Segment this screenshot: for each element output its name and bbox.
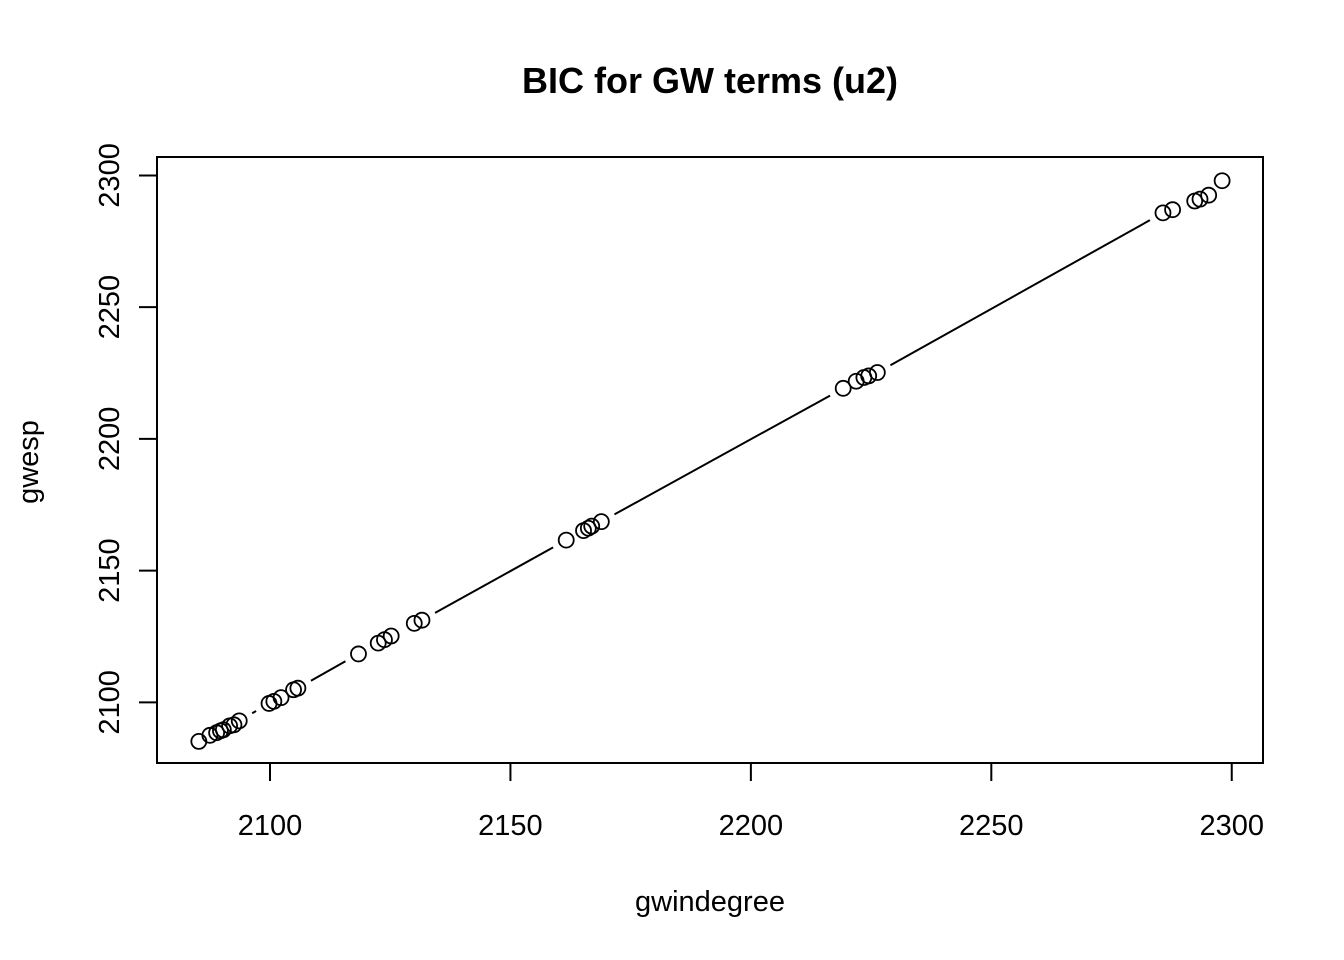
data-point xyxy=(557,531,575,549)
data-point xyxy=(1191,190,1209,208)
y-tick-label: 2100 xyxy=(94,670,126,735)
data-point xyxy=(272,689,290,707)
data-point xyxy=(860,367,878,385)
data-point xyxy=(405,614,423,632)
data-point xyxy=(289,679,307,697)
x-tick-label: 2100 xyxy=(238,810,303,842)
line-segment xyxy=(889,219,1151,367)
line-segment xyxy=(613,394,831,516)
data-point xyxy=(1164,201,1181,219)
chart-title: BIC for GW terms (u2) xyxy=(522,60,898,101)
y-tick-label: 2200 xyxy=(94,407,126,472)
data-point xyxy=(1213,172,1231,190)
data-point xyxy=(413,611,431,629)
connecting-line xyxy=(251,219,1151,715)
x-tick-label: 2250 xyxy=(959,810,1024,842)
data-point xyxy=(579,519,597,537)
y-axis-label: gwesp xyxy=(13,420,45,504)
data-point xyxy=(1200,186,1218,204)
data-point xyxy=(382,627,400,645)
y-tick-label: 2300 xyxy=(94,143,126,208)
y-axis: 2100 2150 2200 2250 2300 xyxy=(94,143,158,735)
plot-frame xyxy=(156,156,1264,764)
x-tick-label: 2300 xyxy=(1199,810,1264,842)
data-points xyxy=(190,172,1231,750)
data-point xyxy=(350,645,367,663)
line-segment xyxy=(310,660,346,682)
line-segment xyxy=(251,710,257,715)
x-axis-label: gwindegree xyxy=(635,886,785,918)
y-tick-label: 2150 xyxy=(94,538,126,603)
data-point xyxy=(592,513,610,531)
y-tick-label: 2250 xyxy=(94,275,126,340)
data-point xyxy=(834,379,852,397)
data-point xyxy=(583,517,601,535)
data-point xyxy=(1154,204,1172,222)
x-axis: 2100 2150 2200 2250 2300 xyxy=(238,762,1264,842)
data-point xyxy=(868,364,886,381)
data-point xyxy=(225,716,243,734)
line-segment xyxy=(434,546,554,614)
x-tick-label: 2150 xyxy=(478,810,543,842)
data-point xyxy=(230,712,248,730)
x-tick-label: 2200 xyxy=(719,810,784,842)
